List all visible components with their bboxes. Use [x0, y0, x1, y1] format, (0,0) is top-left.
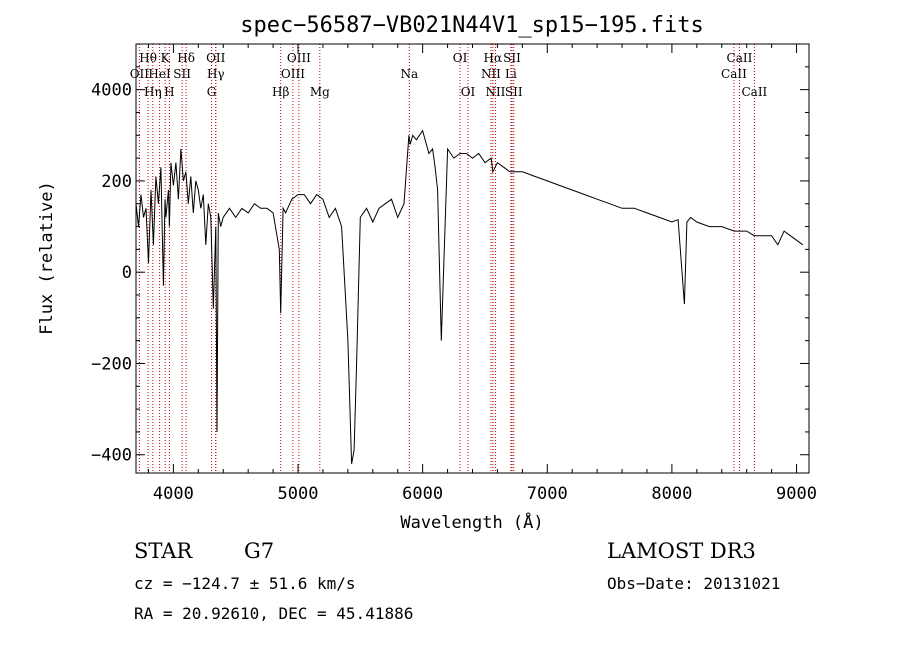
x-tick-label: 7000 — [527, 484, 568, 504]
object-subclass: G7 — [244, 539, 274, 563]
y-tick-label: −400 — [91, 446, 132, 466]
y-axis: −400 −200 0 200 4000 — [91, 66, 809, 466]
y-tick-label: 0 — [122, 263, 132, 283]
x-tick-label: 9000 — [776, 484, 817, 504]
y-axis-label: Flux (relative) — [37, 181, 57, 335]
line-label: CaII — [721, 67, 747, 81]
line-label: CaII — [727, 51, 753, 65]
line-label: K — [161, 51, 171, 65]
y-tick-label: 200 — [101, 172, 132, 192]
observation-date: Obs−Date: 20131021 — [607, 574, 780, 593]
line-label: CaII — [741, 85, 767, 99]
redshift-velocity: cz = −124.7 ± 51.6 km/s — [134, 574, 356, 593]
line-label: Hθ — [139, 51, 157, 65]
line-label: OI — [453, 51, 468, 65]
line-label: Mg — [310, 85, 330, 99]
line-label: NII — [481, 67, 501, 81]
line-label: Hη — [144, 85, 162, 99]
line-label: OII — [130, 67, 150, 81]
spectral-line-markers — [138, 44, 755, 473]
x-axis: 4000 5000 6000 7000 8000 9000 — [147, 44, 817, 504]
line-label: OIII — [287, 51, 311, 65]
line-label: OI — [461, 85, 476, 99]
line-label: SII — [505, 85, 523, 99]
line-label: OIII — [281, 67, 305, 81]
line-label: Hα — [484, 51, 503, 65]
line-label: Na — [400, 67, 418, 81]
x-tick-label: 8000 — [651, 484, 692, 504]
flux-series-line — [135, 129, 804, 464]
x-axis-label: Wavelength (Å) — [400, 511, 543, 533]
line-label: Hγ — [207, 67, 225, 81]
line-label: G — [207, 85, 217, 99]
line-label: SII — [173, 67, 191, 81]
line-label: Li — [505, 67, 517, 81]
line-label: NII — [485, 85, 505, 99]
y-tick-label: 4000 — [91, 81, 132, 101]
x-tick-label: 4000 — [153, 484, 194, 504]
line-label: OII — [206, 51, 226, 65]
x-tick-label: 5000 — [278, 484, 319, 504]
line-label: Hδ — [177, 51, 195, 65]
sky-coordinates: RA = 20.92610, DEC = 45.41886 — [134, 604, 413, 623]
y-tick-label: −200 — [91, 354, 132, 374]
line-label: HeI — [148, 67, 171, 81]
survey-name: LAMOST DR3 — [607, 539, 756, 563]
x-tick-label: 6000 — [402, 484, 443, 504]
line-label: H — [164, 85, 174, 99]
chart-title: spec−56587−VB021N44V1_sp15−195.fits — [240, 13, 704, 38]
object-class: STAR — [134, 539, 193, 563]
plot-frame — [135, 43, 810, 474]
line-label: Hβ — [272, 85, 289, 99]
line-label: SII — [503, 51, 521, 65]
